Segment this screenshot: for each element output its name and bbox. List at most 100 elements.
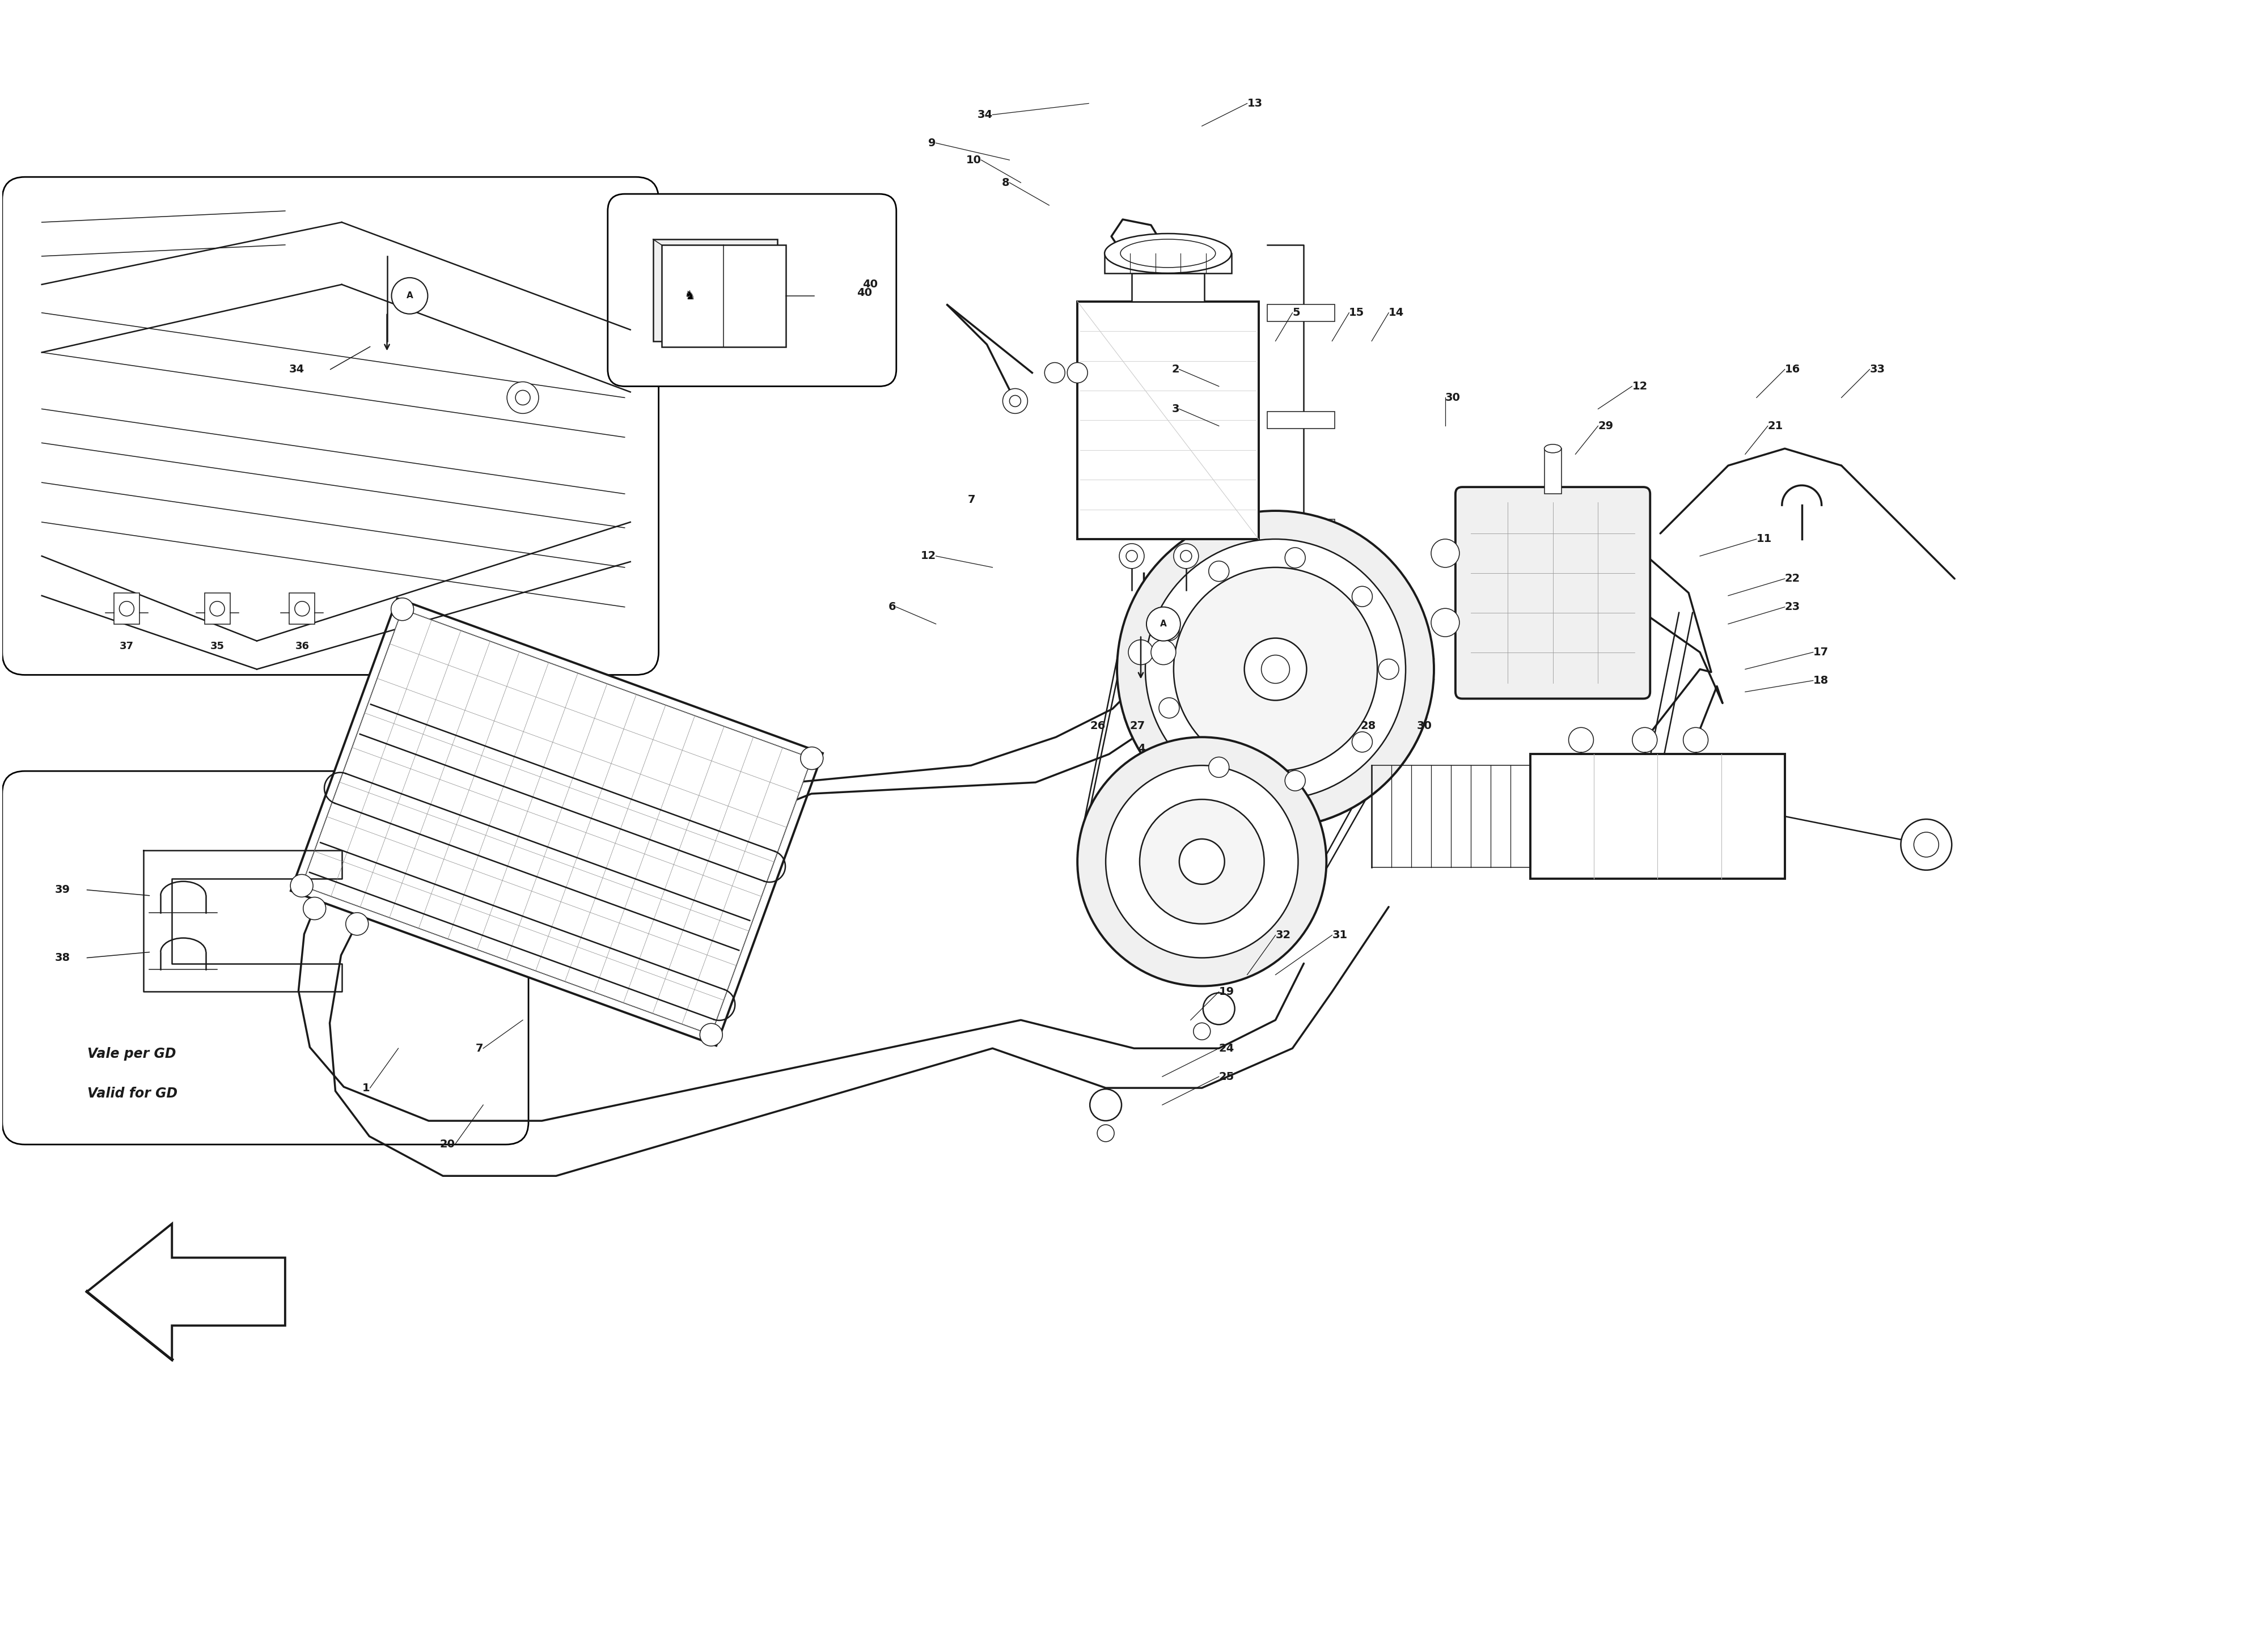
Circle shape [1139,799,1263,924]
Text: 3: 3 [1173,403,1179,414]
Circle shape [1179,838,1225,884]
Circle shape [1569,728,1594,753]
Circle shape [1633,728,1658,753]
FancyBboxPatch shape [2,178,658,676]
Circle shape [304,898,327,919]
Text: 7: 7 [476,1042,483,1054]
Text: 2: 2 [1173,363,1179,375]
Text: Vale per GD: Vale per GD [86,1047,177,1060]
Text: 18: 18 [1812,676,1828,686]
Text: A: A [406,291,413,301]
Circle shape [1352,732,1372,753]
Text: 34: 34 [288,363,304,375]
Text: 34: 34 [978,110,993,120]
Text: 16: 16 [1785,363,1801,375]
Circle shape [1379,659,1399,679]
Text: 36: 36 [295,641,308,651]
Circle shape [1159,620,1179,641]
Circle shape [1173,567,1377,771]
Bar [653,240,778,340]
Circle shape [515,390,531,404]
Text: 19: 19 [1218,986,1234,998]
Circle shape [701,1024,723,1046]
Text: 22: 22 [1785,574,1801,584]
Bar [1105,253,1232,273]
Circle shape [392,278,429,314]
Circle shape [1914,832,1939,857]
Circle shape [345,912,367,935]
Circle shape [1145,607,1179,641]
Circle shape [1077,737,1327,986]
Text: 25: 25 [1218,1072,1234,1082]
Polygon shape [302,610,812,1034]
Circle shape [1286,771,1306,791]
Circle shape [1129,640,1152,664]
FancyBboxPatch shape [608,194,896,386]
Polygon shape [290,598,823,1046]
Circle shape [1431,608,1458,636]
Text: 12: 12 [1633,381,1647,391]
Text: 33: 33 [1869,363,1885,375]
Text: ♞: ♞ [685,289,696,301]
Text: Valid for GD: Valid for GD [86,1087,177,1100]
Text: 11: 11 [1755,534,1771,544]
Text: 1: 1 [363,1082,370,1093]
Text: 12: 12 [921,551,937,562]
Circle shape [1245,638,1306,700]
Text: 24: 24 [1218,1042,1234,1054]
Circle shape [1098,1124,1114,1141]
Bar [1268,520,1336,536]
Bar [1268,411,1336,429]
Circle shape [1209,561,1229,582]
Circle shape [1173,544,1198,569]
Text: 40: 40 [862,279,878,289]
Circle shape [1202,993,1234,1024]
Circle shape [211,602,225,616]
Text: 4: 4 [1139,743,1145,755]
Circle shape [1145,539,1406,799]
Bar [1268,304,1336,321]
Text: 10: 10 [966,155,982,166]
Text: 38: 38 [54,952,70,963]
Circle shape [1118,511,1433,827]
Circle shape [1179,551,1191,562]
Text: 40: 40 [857,288,871,298]
Text: 30: 30 [1445,393,1461,403]
Circle shape [295,602,308,616]
Text: A: A [1161,620,1166,628]
Text: 9: 9 [928,138,937,148]
Bar [1077,301,1259,539]
Text: 30: 30 [1417,720,1431,732]
Text: 32: 32 [1275,931,1290,940]
Circle shape [1683,728,1708,753]
Circle shape [1150,640,1175,664]
Circle shape [801,746,823,769]
Circle shape [508,381,540,414]
Circle shape [1120,544,1143,569]
Text: 37: 37 [120,641,134,651]
Text: 5: 5 [1293,307,1300,319]
Circle shape [1068,363,1089,383]
Ellipse shape [1105,233,1232,273]
Text: 26: 26 [1091,720,1107,732]
Circle shape [1159,697,1179,718]
Polygon shape [86,1223,286,1360]
Bar [662,245,787,347]
Bar [1132,273,1204,301]
Circle shape [1002,388,1027,414]
Bar [1531,755,1785,878]
Bar [1268,551,1370,574]
Ellipse shape [1120,240,1216,268]
Text: 39: 39 [54,884,70,896]
FancyBboxPatch shape [1456,487,1651,699]
Circle shape [1009,395,1021,406]
Text: 27: 27 [1129,720,1145,732]
Bar [1545,449,1560,493]
Text: 17: 17 [1812,646,1828,658]
Text: 15: 15 [1349,307,1365,319]
Circle shape [1901,819,1953,870]
Circle shape [1431,539,1458,567]
Bar [113,593,138,625]
Text: 21: 21 [1767,421,1783,431]
Text: 35: 35 [211,641,225,651]
